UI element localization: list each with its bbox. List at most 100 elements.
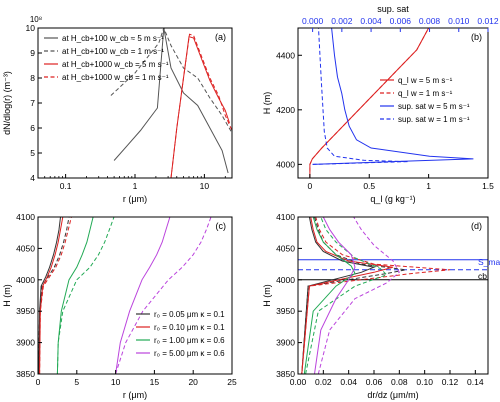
y-axis-label: H (m)	[2, 284, 12, 307]
panel-label: (c)	[216, 221, 227, 231]
legend-label: at H_cb+100 w_cb = 1 m s⁻¹	[62, 47, 164, 56]
panel-2: 0 5 10 15 20 25 3850 3900 3950 4000 4050 4100 r (μm)…	[2, 212, 237, 400]
plot-area	[110, 28, 232, 178]
y-tick-label: 8	[30, 73, 35, 83]
x-top-tick-label: 0.000	[302, 16, 324, 26]
x-top-tick-label: 0.004	[360, 16, 382, 26]
x-tick-label: 5	[74, 377, 79, 387]
series-line	[305, 217, 388, 374]
y-tick-label: 4000	[16, 275, 35, 285]
legend: r₀ = 0.05 μm κ = 0.1 r₀ = 0.10 μm κ = 0.1…	[136, 310, 225, 358]
series-line	[312, 28, 474, 165]
x-tick-label: 1	[426, 181, 431, 191]
x-top-tick-label: 0.010	[448, 16, 470, 26]
series-line	[56, 217, 115, 374]
plot-area	[309, 28, 474, 178]
y-tick-label: 5	[30, 148, 35, 158]
y-tick-label: 4050	[16, 243, 35, 253]
x-tick-label: 0.02	[315, 377, 332, 387]
y-tick-label: 4200	[276, 105, 295, 115]
y-tick-label: 4000	[276, 275, 295, 285]
x-axis-label: r (μm)	[123, 194, 147, 204]
x-tick-label: 1.5	[482, 181, 494, 191]
x-tick-label: 0.12	[442, 377, 459, 387]
series-line	[113, 28, 229, 174]
x-tick-label: 0.1	[60, 181, 72, 191]
axes-frame	[37, 216, 233, 375]
x-top-axis-label: sup. sat	[377, 4, 409, 14]
y-axis-label: dN/dlog(r) (m⁻³)	[2, 71, 12, 135]
series-line	[301, 217, 451, 374]
panel-0: 0.1 1 10 4 5 6 7 8 9 10 r (μm) dN/dlog(r) (m⁻³) (a) 1…	[2, 15, 233, 204]
x-top-tick-label: 0.002	[331, 16, 353, 26]
x-tick-label: 1	[133, 181, 138, 191]
series-line	[170, 36, 230, 178]
x-top-tick-label: 0.012	[477, 16, 499, 26]
panel-label: (b)	[471, 32, 482, 42]
x-tick-label: 15	[150, 377, 160, 387]
y-tick-label: 7	[30, 98, 35, 108]
y-tick-label: 3950	[276, 306, 295, 316]
plot-area	[301, 217, 451, 374]
axes-frame	[297, 216, 489, 375]
series-line	[38, 217, 70, 374]
y-tick-label: 9	[30, 48, 35, 58]
series-line	[314, 217, 356, 374]
x-tick-label: 10	[200, 181, 210, 191]
legend-label: sup. sat w = 5 m s⁻¹	[398, 102, 470, 111]
series-line	[39, 217, 64, 374]
x-tick-label: 0	[308, 181, 313, 191]
y-tick-label: 4050	[276, 243, 295, 253]
panel-label: (d)	[471, 221, 482, 231]
x-tick-label: 0.14	[467, 377, 484, 387]
x-axis-label: dr/dz (μm/m)	[367, 390, 418, 400]
y-axis-label: H (m)	[262, 92, 272, 115]
y-tick-label: 6	[30, 123, 35, 133]
legend-label: at H_cb+1000 w_cb = 1 m s⁻¹	[62, 73, 169, 82]
x-top-tick-label: 0.008	[419, 16, 441, 26]
legend-label: q_l w = 5 m s⁻¹	[398, 76, 453, 85]
x-tick-label: 0.06	[366, 377, 383, 387]
series-line	[39, 217, 72, 374]
series-line	[170, 33, 232, 178]
panel-label: (a)	[215, 32, 226, 42]
x-tick-label: 0.5	[363, 181, 375, 191]
y-tick-label: 3900	[16, 338, 35, 348]
x-tick-label: 0.04	[340, 377, 357, 387]
series-line	[110, 28, 232, 134]
legend-label: at H_cb+100 w_cb ≈ 5 m s⁻¹	[62, 34, 164, 43]
legend-label: r₀ = 5.00 μm κ = 0.6	[154, 349, 225, 358]
y-tick-label: 4100	[276, 212, 295, 222]
y-tick-label: 4400	[276, 50, 295, 60]
y-tick-label: 3850	[16, 369, 35, 379]
legend-label: r₀ = 0.10 μm κ = 0.1	[154, 323, 225, 332]
series-line	[38, 217, 61, 374]
series-line	[301, 217, 376, 374]
x-tick-label: 20	[188, 377, 198, 387]
y-axis-label: H (m)	[262, 284, 272, 307]
x-axis-label: q_l (g kg⁻¹)	[370, 194, 415, 204]
legend-label: r₀ = 1.00 μm κ = 0.6	[154, 336, 225, 345]
legend-label: sup. sat w = 1 m s⁻¹	[398, 115, 470, 124]
annotation-label: cb	[478, 271, 487, 281]
y-tick-label: 3900	[276, 338, 295, 348]
legend-label: r₀ = 0.05 μm κ = 0.1	[154, 310, 225, 319]
series-line	[317, 217, 400, 374]
annotation-label: S_max	[478, 257, 500, 267]
x-tick-label: 0.08	[391, 377, 408, 387]
series-line	[301, 217, 394, 374]
x-tick-label: 0	[36, 377, 41, 387]
legend: at H_cb+100 w_cb ≈ 5 m s⁻¹ at H_cb+100 w_…	[44, 34, 169, 82]
y-tick-label: 3950	[16, 306, 35, 316]
series-line	[309, 28, 430, 178]
exponent-label: 10⁸	[30, 15, 42, 24]
x-tick-label: 25	[227, 377, 237, 387]
series-line	[115, 217, 171, 374]
y-tick-label: 10	[26, 23, 36, 33]
x-tick-label: 0.10	[416, 377, 433, 387]
legend: q_l w = 5 m s⁻¹ q_l w = 1 m s⁻¹ sup. sat w…	[380, 76, 470, 124]
series-line	[56, 217, 94, 374]
y-tick-label: 4	[30, 173, 35, 183]
legend-label: at H_cb+1000 w_cb = 5 m s⁻¹	[62, 60, 169, 69]
x-top-tick-label: 0.006	[390, 16, 412, 26]
